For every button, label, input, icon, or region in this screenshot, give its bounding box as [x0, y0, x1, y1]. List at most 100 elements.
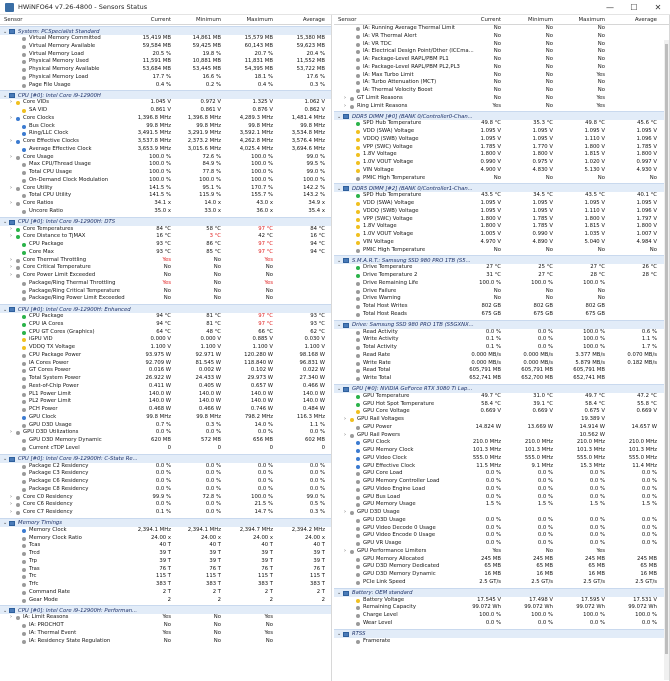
sensor-row[interactable]: IA: Package-Level RAPL/PBM PL2,PL3 No No No	[334, 64, 669, 72]
collapse-toggle-icon[interactable]: ⌄	[3, 28, 8, 35]
column-header[interactable]: Sensor Current Minimum Maximum Average	[334, 15, 669, 25]
sensor-row[interactable]: Page File Usage 0.4 % 0.2 % 0.4 % 0.3 %	[0, 82, 331, 90]
sensor-row[interactable]: PL2 Power Limit 140.0 W 140.0 W 140.0 W 140.…	[0, 398, 331, 406]
sensor-row[interactable]: IA Cores Power 92.709 W 81.545 W 118.840 W 9…	[0, 360, 331, 368]
sensor-row[interactable]: Charge Level 100.0 % 100.0 % 100.0 % 100.0 %	[334, 612, 669, 620]
sensor-row[interactable]: › Core Temperatures 84 °C 58 °C 97 °C 84 °C	[0, 226, 331, 234]
sensor-row[interactable]: Uncore Ratio 35.0 x 33.0 x 36.0 x 35.4 x	[0, 208, 331, 216]
sensor-row[interactable]: › GPU Rail Powers 10.562 W	[334, 432, 669, 440]
sensor-row[interactable]: Max CPU/Thread Usage 100.0 % 84.9 % 100.0 %…	[0, 161, 331, 169]
col-current[interactable]: Current	[480, 17, 501, 23]
sensor-row[interactable]: GPU Memory Clock 101.3 MHz 101.3 MHz 101.3 …	[334, 447, 669, 455]
expand-arrow-icon[interactable]: ›	[10, 233, 12, 240]
sensor-row[interactable]: GPU D3D Memory Dynamic 620 MB 572 MB 656 MB…	[0, 437, 331, 445]
sensor-row[interactable]: PL1 Power Limit 140.0 W 140.0 W 140.0 W 140.…	[0, 391, 331, 399]
sensor-row[interactable]: IA: VR Thermal Alert No No No	[334, 33, 669, 41]
sensor-row[interactable]: 1.0V VOUT Voltage 1.005 V 0.990 V 1.035 V 1.…	[334, 231, 669, 239]
sensor-group-header[interactable]: ⌄ CPU [#0]: Intel Core i9-12900H: Enhance…	[0, 304, 331, 313]
sensor-row[interactable]: CPU GT Cores (Graphics) 64 °C 48 °C 66 °C 62…	[0, 329, 331, 337]
sensor-row[interactable]: VDD (SWA) Voltage 1.095 V 1.095 V 1.095 V 1.…	[334, 200, 669, 208]
sensor-row[interactable]: Virtual Memory Committed 15,419 MB 14,861 …	[0, 35, 331, 43]
expand-arrow-icon[interactable]: ›	[10, 493, 12, 500]
sensor-row[interactable]: IA: Electrical Design Point/Other (ICCma…	[334, 48, 669, 56]
sensor-row[interactable]: GPU VR Usage 0.0 % 0.0 % 0.0 % 0.0 %	[334, 540, 669, 548]
expand-arrow-icon[interactable]: ›	[10, 138, 12, 144]
sensor-row[interactable]: › GPU D3D Utilizations 0.0 % 0.0 % 0.0 % 0.0 …	[0, 429, 331, 437]
sensor-row[interactable]: Physical Memory Used 11,591 MB 10,881 MB 11…	[0, 58, 331, 66]
sensor-row[interactable]: Virtual Memory Load 20.5 % 19.8 % 20.7 % 20.…	[0, 51, 331, 59]
sensor-row[interactable]: Tras 76 T 76 T 76 T 76 T	[0, 566, 331, 574]
expand-arrow-icon[interactable]: ›	[10, 256, 12, 263]
sensor-row[interactable]: Tcas 40 T 40 T 40 T 40 T	[0, 542, 331, 550]
collapse-toggle-icon[interactable]: ⌄	[337, 386, 342, 393]
vertical-scrollbar[interactable]	[664, 40, 669, 680]
sensor-row[interactable]: Total Host Reads 675 GB 675 GB 675 GB	[334, 311, 669, 319]
sensor-row[interactable]: Rest-of-Chip Power 0.411 W 0.405 W 0.657 W 0…	[0, 383, 331, 391]
sensor-row[interactable]: Memory Clock Ratio 24.00 x 24.00 x 24.00 x 2…	[0, 535, 331, 543]
expand-arrow-icon[interactable]: ›	[344, 94, 346, 101]
sensor-row[interactable]: Ring/LLC Clock 3,491.5 MHz 3,291.9 MHz 3,59…	[0, 130, 331, 138]
sensor-row[interactable]: Drive Temperature 2 31 °C 27 °C 28 °C 28 °C	[334, 272, 669, 280]
sensor-group-header[interactable]: ⌄ GPU [#0]: NVIDIA GeForce RTX 3080 Ti La…	[334, 383, 669, 393]
sensor-row[interactable]: GPU D3D Memory Dynamic 16 MB 16 MB 16 MB 16 …	[334, 571, 669, 579]
sensor-row[interactable]: CPU Package 94 °C 81 °C 97 °C 93 °C	[0, 313, 331, 321]
collapse-toggle-icon[interactable]: ⌄	[3, 306, 8, 313]
sensor-row[interactable]: 1.8V Voltage 1.800 V 1.800 V 1.815 V 1.800 V	[334, 151, 669, 159]
sensor-row[interactable]: PCIe Link Speed 2.5 GT/s 2.5 GT/s 2.5 GT/s 2…	[334, 579, 669, 587]
sensor-row[interactable]: › Core Distance to TjMAX 16 °C 3 °C 42 °C 16 …	[0, 233, 331, 241]
sensor-row[interactable]: GPU Clock 210.0 MHz 210.0 MHz 210.0 MHz 210.…	[334, 439, 669, 447]
collapse-toggle-icon[interactable]: ⌄	[3, 219, 8, 225]
sensor-row[interactable]: GPU Bus Load 0.0 % 0.0 % 0.0 % 0.0 %	[334, 494, 669, 502]
sensor-row[interactable]: GPU D3D Memory Dedicated 65 MB 65 MB 65 MB 6…	[334, 563, 669, 571]
sensor-row[interactable]: PMIC High Temperature No No No No	[334, 247, 669, 255]
collapse-toggle-icon[interactable]: ⌄	[337, 322, 342, 328]
sensor-row[interactable]: › GPU Rail Voltages 19.389 V	[334, 416, 669, 424]
collapse-toggle-icon[interactable]: ⌄	[337, 113, 342, 120]
sensor-row[interactable]: VDDQ (SWB) Voltage 1.095 V 1.095 V 1.110 V 1…	[334, 208, 669, 216]
sensor-row[interactable]: IA: PROCHOT No No No	[0, 622, 331, 630]
sensor-group-header[interactable]: ⌄ Memory Timings	[0, 517, 331, 527]
sensor-row[interactable]: Battery Voltage 17.545 V 17.498 V 17.595 V 1…	[334, 597, 669, 605]
sensor-row[interactable]: VIN Voltage 4.970 V 4.890 V 5.040 V 4.984 V	[334, 239, 669, 247]
sensor-row[interactable]: iGPU VID 0.000 V 0.000 V 0.885 V 0.030 V	[0, 336, 331, 344]
sensor-row[interactable]: 1.0V VOUT Voltage 0.990 V 0.975 V 1.020 V 0.…	[334, 159, 669, 167]
sensor-row[interactable]: IA: Max Turbo Limit No No Yes	[334, 72, 669, 80]
sensor-row[interactable]: Trfc 383 T 383 T 383 T 383 T	[0, 581, 331, 589]
col-sensor[interactable]: Sensor	[4, 17, 23, 23]
collapse-toggle-icon[interactable]: ⌄	[337, 185, 342, 192]
sensor-row[interactable]: Write Activity 0.1 % 0.0 % 100.0 % 1.1 %	[334, 336, 669, 344]
col-sensor[interactable]: Sensor	[338, 17, 357, 23]
sensor-row[interactable]: Package C6 Residency 0.0 % 0.0 % 0.0 % 0.0 %	[0, 478, 331, 486]
sensor-row[interactable]: › Core Ratios 34.1 x 14.0 x 43.0 x 34.9 x	[0, 200, 331, 208]
sensor-group-header[interactable]: ⌄ CPU [#0]: Intel Core i9-12900H: DTS	[0, 216, 331, 226]
sensor-row[interactable]: IA: Thermal Velocity Boost No No No	[334, 87, 669, 95]
sensor-row[interactable]: IA: Running Average Thermal Limit No No No	[334, 25, 669, 33]
collapse-toggle-icon[interactable]: ⌄	[3, 607, 8, 614]
sensor-row[interactable]: GPU Clock 99.8 MHz 99.8 MHz 798.2 MHz 116.3 …	[0, 414, 331, 422]
sensor-row[interactable]: › IA: Limit Reasons Yes No Yes	[0, 614, 331, 622]
sensor-row[interactable]: Trc 115 T 115 T 115 T 115 T	[0, 573, 331, 581]
sensor-pane-left[interactable]: Sensor Current Minimum Maximum Average ⌄…	[0, 15, 332, 681]
sensor-row[interactable]: Memory Clock 2,394.1 MHz 2,394.1 MHz 2,394.…	[0, 527, 331, 535]
sensor-row[interactable]: › Core Thermal Throttling Yes No Yes	[0, 257, 331, 265]
sensor-row[interactable]: › Core Clocks 1,396.8 MHz 1,396.8 MHz 4,289.…	[0, 115, 331, 123]
sensor-group-header[interactable]: ⌄ S.M.A.R.T.: Samsung SSD 980 PRO 1TB (S5…	[334, 255, 669, 265]
sensor-row[interactable]: GPU Video Decode 0 Usage 0.0 % 0.0 % 0.0 % 0…	[334, 525, 669, 533]
sensor-row[interactable]: Average Effective Clock 3,653.9 MHz 3,015.…	[0, 146, 331, 154]
sensor-row[interactable]: Virtual Memory Available 59,584 MB 59,425 …	[0, 43, 331, 51]
sensor-row[interactable]: Gear Mode 2 2 2 2	[0, 597, 331, 605]
sensor-row[interactable]: SPD Hub Temperature 49.8 °C 35.3 °C 49.8 °C…	[334, 120, 669, 128]
sensor-row[interactable]: VPP (SWC) Voltage 1.785 V 1.770 V 1.800 V 1.…	[334, 144, 669, 152]
collapse-toggle-icon[interactable]: ⌄	[337, 257, 342, 264]
sensor-row[interactable]: GPU Temperature 49.7 °C 31.0 °C 49.7 °C 47.2…	[334, 393, 669, 401]
sensor-row[interactable]: GPU Memory Controller Load 0.0 % 0.0 % 0.0 …	[334, 478, 669, 486]
sensor-row[interactable]: › Core VIDs 1.045 V 0.972 V 1.325 V 1.062 V	[0, 99, 331, 107]
sensor-row[interactable]: VDDQ (SWB) Voltage 1.095 V 1.095 V 1.110 V 1…	[334, 136, 669, 144]
sensor-row[interactable]: SA VID 0.861 V 0.861 V 0.876 V 0.862 V	[0, 107, 331, 115]
sensor-row[interactable]: › GPU D3D Usage	[334, 509, 669, 517]
sensor-row[interactable]: GPU Video Clock 555.0 MHz 555.0 MHz 555.0 M…	[334, 455, 669, 463]
sensor-row[interactable]: IA: Turbo Attenuation (MCT) No No No	[334, 79, 669, 87]
sensor-row[interactable]: Framerate	[334, 638, 669, 646]
close-button[interactable]: ✕	[654, 2, 662, 12]
expand-arrow-icon[interactable]: ›	[10, 200, 12, 206]
